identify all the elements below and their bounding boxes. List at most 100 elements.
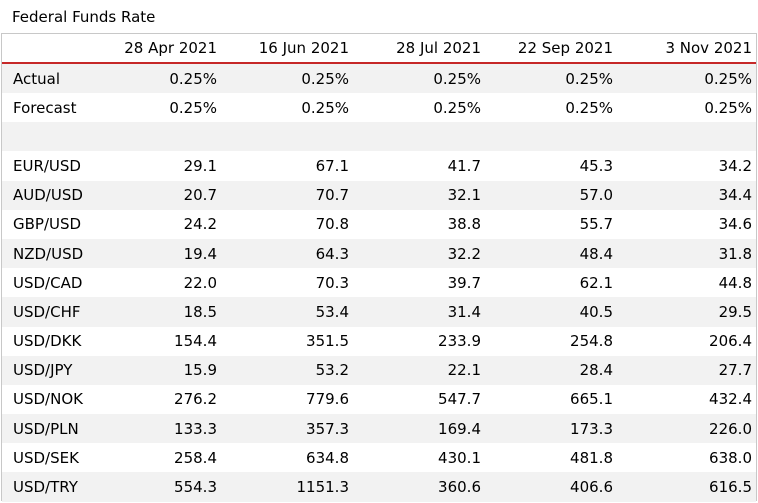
cell-value: 40.5 — [485, 297, 617, 327]
row-label: USD/JPY — [2, 355, 100, 385]
cell-value: 616.5 — [617, 472, 756, 502]
row-label: Actual — [2, 63, 100, 94]
table-row: EUR/USD 29.1 67.1 41.7 45.3 34.2 — [2, 151, 756, 180]
cell-value: 634.8 — [306, 448, 349, 467]
cell-value: 206.4 — [709, 332, 752, 351]
cell-value: 70.8 — [315, 215, 349, 234]
cell-value: 27.7 — [617, 355, 756, 385]
row-label: USD/CAD — [13, 273, 83, 292]
cell-value: 53.2 — [221, 355, 353, 385]
date-header: 28 Apr 2021 — [100, 34, 221, 64]
cell-value: 18.5 — [100, 297, 221, 327]
row-label: USD/PLN — [2, 414, 100, 444]
cell-value: 360.6 — [353, 472, 485, 502]
cell-value: 0.25% — [565, 98, 613, 117]
table-row: USD/SEK 258.4 634.8 430.1 481.8 638.0 — [2, 443, 756, 472]
cell-value: 0.25% — [485, 63, 617, 94]
header-row: 28 Apr 2021 16 Jun 2021 28 Jul 2021 22 S… — [2, 34, 756, 64]
cell-value: 169.4 — [353, 414, 485, 444]
cell-value: 34.2 — [718, 156, 752, 175]
row-label: Forecast — [13, 98, 77, 117]
cell-value: 357.3 — [221, 414, 353, 444]
cell-value: 34.6 — [718, 215, 752, 234]
cell-value: 406.6 — [485, 472, 617, 502]
row-label: USD/TRY — [2, 472, 100, 502]
cell-value: 34.4 — [617, 180, 756, 210]
date-header: 16 Jun 2021 — [221, 34, 353, 64]
currency-pair-rows: EUR/USD 29.1 67.1 41.7 45.3 34.2 AUD/USD 20.7 70… — [2, 151, 756, 502]
row-label: USD/SEK — [13, 448, 79, 467]
cell-value: 28.4 — [485, 355, 617, 385]
cell-value: 665.1 — [570, 390, 613, 409]
table-row: USD/CAD 22.0 70.3 39.7 62.1 44.8 — [2, 268, 756, 297]
table-row: USD/TRY 554.3 1151.3 360.6 406.6 616.5 — [2, 472, 756, 502]
cell-value: 62.1 — [579, 273, 613, 292]
cell-value: 39.7 — [447, 273, 481, 292]
table-title: Federal Funds Rate — [12, 8, 156, 26]
table-row: GBP/USD 24.2 70.8 38.8 55.7 34.6 — [2, 210, 756, 239]
corner-cell — [2, 34, 100, 64]
table-row: USD/NOK 276.2 779.6 547.7 665.1 432.4 — [2, 385, 756, 414]
cell-value: 19.4 — [100, 238, 221, 269]
row-label: NZD/USD — [2, 238, 100, 269]
cell-value: 70.7 — [221, 180, 353, 210]
table-row: USD/DKK 154.4 351.5 233.9 254.8 206.4 — [2, 327, 756, 356]
row-label: GBP/USD — [13, 215, 82, 234]
cell-value: 481.8 — [570, 448, 613, 467]
cell-value: 29.1 — [183, 156, 217, 175]
table-row: USD/JPY 15.9 53.2 22.1 28.4 27.7 — [2, 355, 756, 385]
row-label: USD/DKK — [13, 332, 82, 351]
cell-value: 22.0 — [183, 273, 217, 292]
cell-value: 0.25% — [353, 63, 485, 94]
cell-value: 0.25% — [169, 98, 217, 117]
cell-value: 226.0 — [617, 414, 756, 444]
cell-value: 22.1 — [353, 355, 485, 385]
table-row: AUD/USD 20.7 70.7 32.1 57.0 34.4 — [2, 180, 756, 210]
cell-value: 0.25% — [617, 63, 756, 94]
cell-value: 53.4 — [221, 297, 353, 327]
cell-value: 779.6 — [306, 390, 349, 409]
cell-value: 432.4 — [709, 390, 752, 409]
cell-value: 15.9 — [100, 355, 221, 385]
cell-value: 20.7 — [100, 180, 221, 210]
cell-value: 44.8 — [718, 273, 752, 292]
cell-value: 0.25% — [704, 98, 752, 117]
cell-value: 554.3 — [100, 472, 221, 502]
cell-value: 32.1 — [353, 180, 485, 210]
cell-value: 29.5 — [617, 297, 756, 327]
table-row: USD/CHF 18.5 53.4 31.4 40.5 29.5 — [2, 297, 756, 327]
cell-value: 55.7 — [579, 215, 613, 234]
cell-value: 276.2 — [174, 390, 217, 409]
cell-value: 351.5 — [306, 332, 349, 351]
cell-value: 31.8 — [617, 238, 756, 269]
date-header: 22 Sep 2021 — [485, 34, 617, 64]
spacer-row — [2, 122, 756, 152]
cell-value: 32.2 — [353, 238, 485, 269]
cell-value: 41.7 — [447, 156, 481, 175]
date-header: 28 Jul 2021 — [353, 34, 485, 64]
cell-value: 547.7 — [438, 390, 481, 409]
cell-value: 233.9 — [438, 332, 481, 351]
cell-value: 48.4 — [485, 238, 617, 269]
row-label: AUD/USD — [2, 180, 100, 210]
cell-value: 57.0 — [485, 180, 617, 210]
cell-value: 430.1 — [438, 448, 481, 467]
row-label: EUR/USD — [13, 156, 81, 175]
cell-value: 133.3 — [100, 414, 221, 444]
table-row: Actual 0.25% 0.25% 0.25% 0.25% 0.25% — [2, 63, 756, 94]
cell-value: 1151.3 — [221, 472, 353, 502]
cell-value: 173.3 — [485, 414, 617, 444]
cell-value: 70.3 — [315, 273, 349, 292]
cell-value: 24.2 — [183, 215, 217, 234]
cell-value: 38.8 — [447, 215, 481, 234]
rates-table: 28 Apr 2021 16 Jun 2021 28 Jul 2021 22 S… — [2, 34, 756, 502]
table-row: Forecast 0.25% 0.25% 0.25% 0.25% 0.25% — [2, 93, 756, 122]
row-label: USD/CHF — [2, 297, 100, 327]
cell-value: 0.25% — [100, 63, 221, 94]
table-row: USD/PLN 133.3 357.3 169.4 173.3 226.0 — [2, 414, 756, 444]
cell-value: 0.25% — [221, 63, 353, 94]
cell-value: 64.3 — [221, 238, 353, 269]
cell-value: 45.3 — [579, 156, 613, 175]
cell-value: 67.1 — [315, 156, 349, 175]
cell-value: 0.25% — [301, 98, 349, 117]
